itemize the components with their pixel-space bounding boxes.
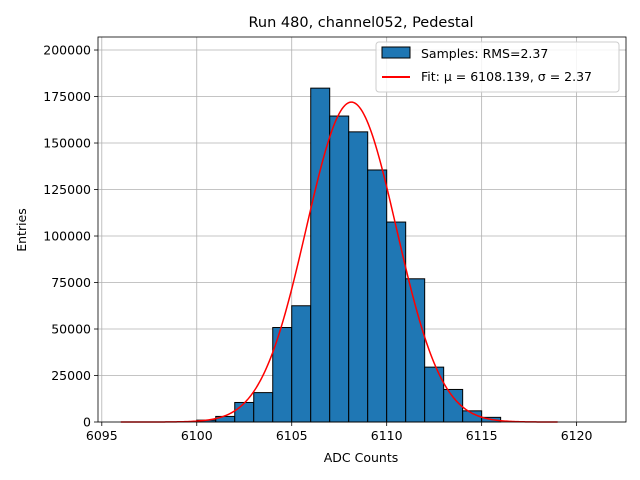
x-tick-label: 6120 [561,428,593,443]
y-tick-label: 50000 [51,322,91,337]
legend-swatch-samples [381,46,411,59]
legend-label-fit: Fit: μ = 6108.139, σ = 2.37 [421,69,592,84]
histogram-bar [310,87,331,423]
histogram-bar [443,388,464,423]
histogram-bar [234,401,255,423]
x-tick-label: 6110 [371,428,403,443]
histogram-bar [348,131,369,423]
y-tick-label: 0 [83,415,91,430]
y-tick-label: 125000 [43,182,91,197]
y-axis-label: Entries [14,208,29,252]
legend-box [375,41,620,93]
x-tick-label: 6105 [276,428,308,443]
x-axis-ticks: 6095 6100 6105 6110 6115 6120 [86,422,593,443]
y-axis-ticks: 0 25000 50000 75000 100000 125000 150000 175000… [43,43,98,430]
legend: Samples: RMS=2.37 Fit: μ = 6108.139, σ =… [375,41,620,93]
y-tick-label: 150000 [43,136,91,151]
histogram-bar [272,327,293,423]
y-tick-label: 175000 [43,89,91,104]
legend-label-samples: Samples: RMS=2.37 [421,46,548,61]
fit-curve [120,101,558,423]
x-tick-label: 6100 [181,428,213,443]
chart-title: Run 480, channel052, Pedestal [248,15,473,31]
histogram-bar [367,169,388,423]
histogram-bar [329,115,350,423]
histogram-bars [196,87,502,423]
y-tick-label: 75000 [51,275,91,290]
histogram-bar [424,366,445,423]
y-tick-label: 200000 [43,43,91,58]
histogram-bar [253,392,274,423]
x-tick-label: 6095 [86,428,118,443]
y-tick-label: 100000 [43,229,91,244]
histogram-bar [386,221,407,423]
histogram-bar [291,305,312,423]
histogram-bar [405,278,426,423]
x-axis-label: ADC Counts [324,450,399,465]
plot-frame [97,36,627,423]
x-tick-label: 6115 [466,428,498,443]
y-tick-label: 25000 [51,368,91,383]
